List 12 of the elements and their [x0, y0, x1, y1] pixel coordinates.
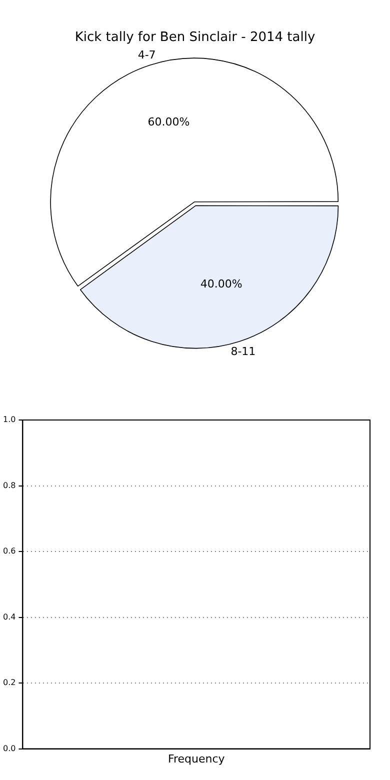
y-tick-label: 0.8	[2, 480, 16, 490]
x-tick-label: Frequency	[168, 752, 226, 766]
y-tick-label: 1.0	[2, 415, 16, 424]
data-label: 60.00%	[148, 116, 190, 129]
y-tick-label: 0.2	[2, 678, 16, 688]
y-tick-label: 0.6	[2, 546, 16, 556]
slice-label: 4-7	[138, 48, 156, 62]
data-label: 40.00%	[200, 278, 242, 291]
chart-title: Kick tally for Ben Sinclair - 2014 tally	[74, 30, 316, 46]
y-tick-label: 0.0	[2, 744, 16, 753]
slice-label: 8-11	[230, 345, 256, 358]
y-tick-label: 0.4	[2, 612, 16, 622]
